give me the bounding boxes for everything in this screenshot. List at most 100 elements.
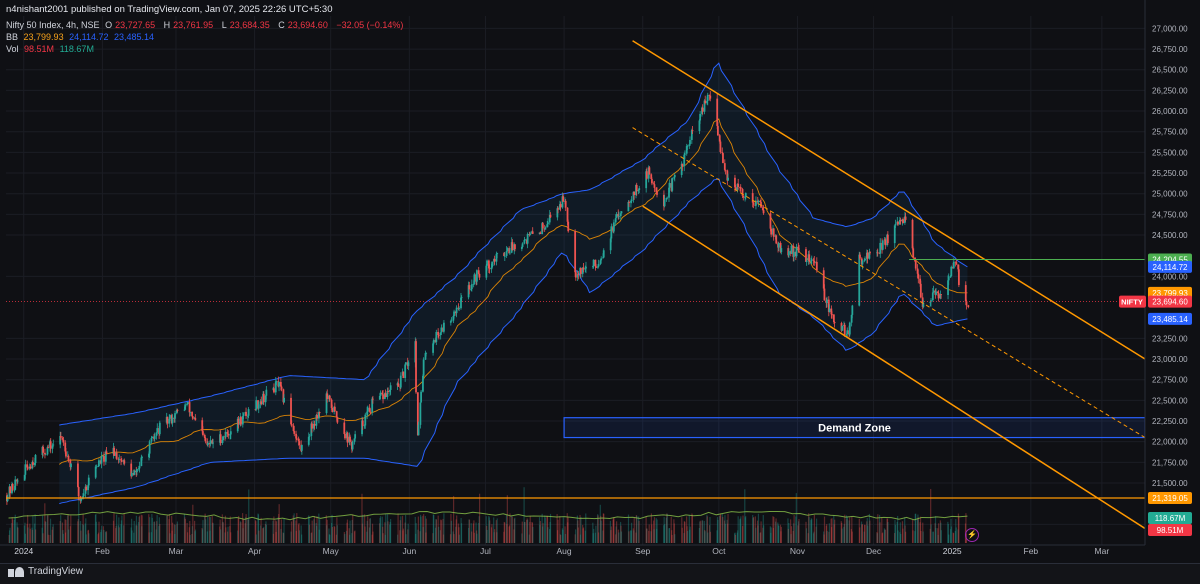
lightning-icon[interactable]: ⚡	[965, 528, 979, 542]
volume-bar	[419, 514, 422, 543]
candle-body	[858, 254, 861, 306]
candle-body	[262, 393, 265, 403]
volume-bar	[490, 527, 493, 543]
price-label: 23,694.60	[1152, 298, 1188, 307]
symbol-title: Nifty 50 Index, 4h, NSE	[6, 20, 100, 30]
candle-body	[51, 445, 54, 449]
candle-body	[656, 191, 658, 195]
volume-bar	[11, 517, 13, 543]
volume-bar	[247, 519, 249, 543]
volume-bar	[574, 534, 576, 543]
candle-body	[894, 223, 897, 226]
volume-bar	[116, 514, 118, 543]
demand-zone-label: Demand Zone	[818, 423, 891, 435]
vol-value-2: 118.67M	[59, 44, 94, 54]
candle-body	[798, 248, 800, 250]
volume-bar	[521, 521, 523, 543]
symbol-tag-bg	[1119, 295, 1146, 308]
volume-bar	[366, 531, 368, 543]
volume-bar	[438, 526, 440, 543]
candle-body	[899, 219, 902, 222]
candle-body	[212, 442, 214, 444]
candle-body	[227, 433, 230, 436]
symbol-ohlc-line: Nifty 50 Index, 4h, NSE O 23,727.65 H 23,7…	[6, 20, 406, 30]
volume-bar	[209, 517, 212, 543]
volume-bar	[34, 529, 37, 543]
candle-body	[82, 493, 85, 497]
volume-bar	[704, 530, 706, 543]
y-tick-label: 22,000.00	[1152, 438, 1188, 447]
volume-bar	[219, 526, 221, 543]
candle-body	[87, 485, 89, 491]
volume-bar	[645, 516, 647, 543]
volume-bar	[922, 531, 924, 543]
volume-bar	[468, 519, 471, 543]
volume-bar	[762, 527, 764, 543]
volume-bar	[381, 516, 383, 543]
candle-body	[665, 197, 668, 200]
volume-bar	[524, 522, 526, 543]
candle-body	[275, 381, 278, 383]
volume-bar	[389, 521, 391, 543]
volume-bar	[597, 515, 599, 543]
volume-bar	[237, 518, 239, 543]
volume-bar	[603, 513, 605, 543]
volume-bar	[379, 518, 381, 543]
candle-body	[931, 292, 934, 301]
bb-upper-value: 24,114.72	[69, 32, 109, 42]
candle-body	[779, 242, 782, 253]
volume-bar	[580, 516, 582, 543]
candle-body	[131, 473, 133, 477]
candle-body	[293, 431, 296, 434]
candle-body	[902, 219, 904, 223]
candle-body	[137, 468, 140, 470]
volume-bar	[41, 527, 43, 543]
volume-bar	[13, 519, 16, 543]
volume-bar	[769, 526, 771, 543]
volume-bar	[777, 524, 779, 543]
volume-bar	[415, 533, 417, 543]
tradingview-logo[interactable]: TradingView	[8, 566, 83, 577]
volume-bar	[734, 532, 736, 543]
candle-body	[67, 455, 70, 461]
candle-body	[140, 457, 143, 466]
candle-body	[851, 305, 854, 315]
volume-bar	[313, 516, 316, 543]
x-tick-label: Feb	[95, 546, 110, 556]
candle-body	[947, 276, 950, 281]
candle-body	[282, 389, 285, 403]
volume-bar	[600, 520, 602, 543]
candle-body	[439, 332, 442, 336]
candle-body	[397, 383, 400, 387]
candle-body	[648, 167, 651, 175]
candle-body	[688, 144, 691, 146]
y-tick-label: 23,000.00	[1152, 355, 1188, 364]
volume-bar	[103, 529, 105, 543]
volume-bar	[12, 519, 14, 543]
candle-body	[617, 213, 620, 217]
candle-body	[529, 233, 532, 235]
candle-body	[734, 187, 737, 191]
volume-bar	[876, 532, 878, 543]
candle-body	[531, 231, 534, 234]
candle-body	[382, 394, 384, 400]
volume-bar	[653, 520, 655, 543]
candle-body	[33, 462, 36, 465]
volume-bar	[397, 513, 399, 543]
volume-bar	[763, 525, 765, 543]
volume-bar	[683, 521, 686, 543]
candle-body	[148, 453, 150, 458]
volume-bar	[899, 522, 901, 543]
candle-body	[453, 311, 455, 317]
volume-bar	[16, 526, 19, 543]
candle-body	[42, 446, 45, 453]
volume-bar	[449, 534, 452, 543]
candle-body	[311, 423, 313, 429]
volume-bar	[460, 518, 462, 543]
y-tick-label: 26,250.00	[1152, 86, 1188, 95]
volume-bar	[414, 516, 416, 543]
candle-body	[864, 258, 866, 261]
volume-bar	[633, 517, 635, 543]
candle-body	[310, 423, 313, 436]
